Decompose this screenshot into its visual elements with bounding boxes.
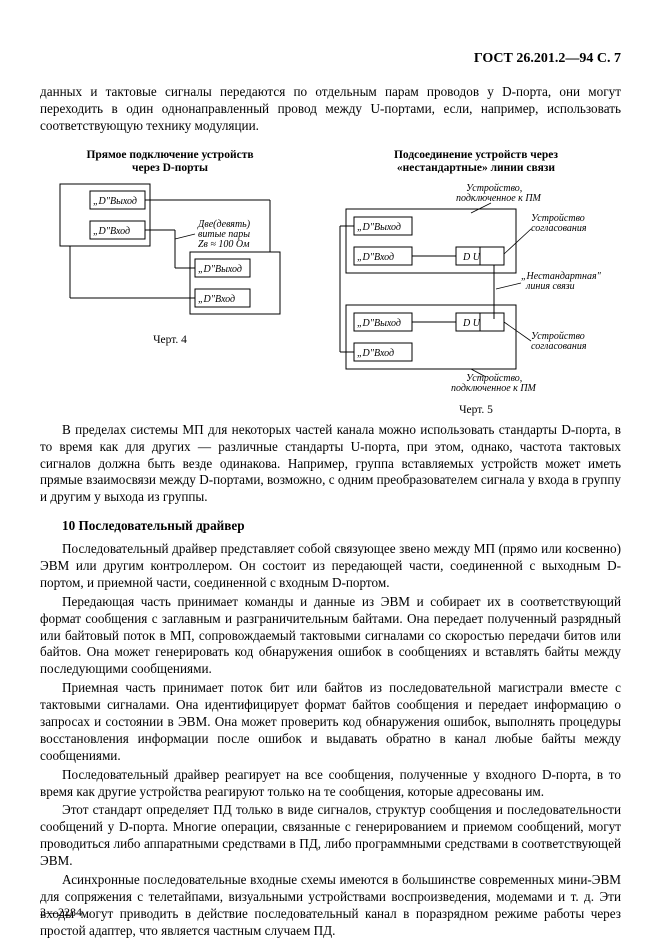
fig4-note-l3: Zв ≈ 100 Ом (198, 239, 250, 250)
footer-signature: 3—2284 (40, 905, 82, 920)
figure-4: Прямое подключение устройств через D-пор… (40, 149, 300, 418)
figure-5: Подсоединение устройств через «нестандар… (331, 149, 621, 418)
fig5-d-in: „D"Вход (357, 252, 394, 263)
fig4-title-l2: через D-порты (132, 162, 208, 174)
fig4-d-in2: „D"Вход (198, 294, 235, 305)
fig5-caption: Черт. 5 (459, 403, 493, 418)
section-10-p4: Последовательный драйвер реагирует на вс… (40, 767, 621, 801)
fig5-d-out: „D"Выход (357, 222, 401, 233)
para-after-figs: В пределах системы МП для некоторых част… (40, 422, 621, 506)
fig4-d-out1: „D"Выход (93, 196, 137, 207)
fig5-title-l1: Подсоединение устройств через (394, 149, 558, 161)
section-10-p3: Приемная часть принимает поток бит или б… (40, 680, 621, 764)
fig5-du1: D U (462, 252, 481, 263)
page-header: ГОСТ 26.201.2—94 С. 7 (40, 50, 621, 68)
section-10-heading: 10 Последовательный драйвер (40, 518, 621, 535)
section-10-p5: Этот стандарт определяет ПД только в вид… (40, 802, 621, 870)
fig5-du2: D U (462, 318, 481, 329)
fig5-d-out-b: „D"Выход (357, 318, 401, 329)
section-10-p1: Последовательный драйвер представляет со… (40, 541, 621, 592)
fig5-bot-note-l2: подключенное к ПМ (451, 383, 537, 394)
fig5-adapter-u-l2: согласования (531, 223, 587, 234)
fig4-caption: Черт. 4 (153, 333, 187, 348)
figures-row: Прямое подключение устройств через D-пор… (40, 149, 621, 418)
fig4-diagram: „D"Выход „D"Вход „D"Выход „D"Вход (55, 179, 285, 329)
fig5-adapter-b-l2: согласования (531, 341, 587, 352)
fig5-nonstd-l2: линия связи (525, 281, 575, 292)
fig5-top-note-l2: подключенное к ПМ (456, 193, 542, 204)
fig5-title-l2: «нестандартные» линии связи (397, 162, 555, 174)
fig4-d-in1: „D"Вход (93, 226, 130, 237)
fig4-d-out2: „D"Выход (198, 264, 242, 275)
fig4-title-l1: Прямое подключение устройств (86, 149, 253, 161)
fig5-d-in-b: „D"Вход (357, 348, 394, 359)
intro-paragraph: данных и тактовые сигналы передаются по … (40, 84, 621, 135)
fig5-diagram: Устройство, подключенное к ПМ „D"Выход „… (336, 179, 616, 399)
section-10-p2: Передающая часть принимает команды и дан… (40, 594, 621, 678)
section-10-p6: Асинхронные последовательные входные схе… (40, 872, 621, 940)
